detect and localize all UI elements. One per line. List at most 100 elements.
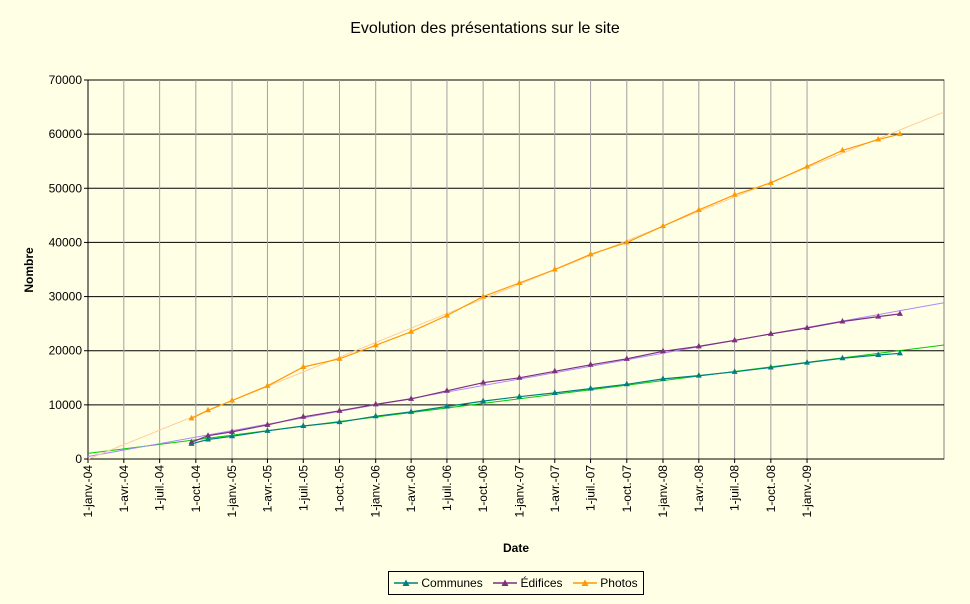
data-point-2 [896,130,903,137]
data-point-1 [300,413,307,419]
series-lines [188,130,903,446]
data-point-0 [695,372,702,378]
x-tick-label: 1-juil.-04 [153,465,167,511]
y-tick-label: 10000 [49,398,83,412]
data-point-2 [731,191,738,197]
data-point-0 [229,432,236,439]
data-point-1 [551,367,558,374]
data-point-1 [516,374,523,380]
data-point-0 [516,393,523,399]
data-point-0 [659,375,666,381]
data-point-1 [480,379,487,385]
data-point-1 [804,324,811,330]
y-tick-label: 0 [75,452,82,466]
data-point-0 [896,349,903,356]
x-tick-label: 1-janv.-04 [81,465,95,518]
legend-label-photos: Photos [600,576,638,590]
data-point-1 [767,330,774,336]
x-tick-label: 1-avr.-07 [548,465,562,513]
data-point-1 [372,400,379,407]
data-point-2 [443,312,450,318]
data-point-2 [372,341,379,348]
legend-marker-communes-icon [394,579,419,586]
x-axis-label: Date [503,541,529,555]
x-tick-label: 1-oct.-08 [764,465,778,513]
data-point-2 [875,136,882,142]
series-line-2 [191,133,901,419]
y-tick-label: 60000 [49,127,83,141]
data-point-1 [587,361,594,367]
data-point-2 [188,414,195,421]
x-tick-label: 1-juil.-07 [584,465,598,511]
data-point-2 [623,238,630,245]
data-point-1 [731,336,738,343]
x-tick-label: 1-janv.-05 [225,465,239,518]
data-point-0 [480,397,487,404]
data-point-1 [875,313,882,319]
x-tick-label: 1-oct.-05 [332,465,346,513]
x-tick-label: 1-avr.-06 [404,465,418,513]
data-point-2 [804,163,811,169]
data-point-2 [300,363,307,369]
x-tick-label: 1-avr.-04 [117,465,131,513]
y-tick-label: 20000 [49,344,83,358]
x-tick-label: 1-avr.-08 [692,465,706,513]
data-point-2 [839,146,846,153]
data-point-1 [408,395,415,401]
series-line-0 [191,352,900,445]
chart-title: Evolution des présentations sur le site [350,20,620,37]
data-point-1 [188,438,195,445]
data-point-0 [443,402,450,409]
data-point-0 [300,422,307,428]
data-point-1 [264,421,271,427]
data-point-1 [443,387,450,393]
legend-label-edifices: Édifices [520,576,563,590]
data-point-1 [205,432,212,438]
data-point-1 [623,355,630,361]
series-line-1 [191,313,900,443]
x-tick-label: 1-juil.-05 [296,465,310,511]
y-tick-label: 30000 [49,290,83,304]
x-tick-label: 1-janv.-09 [800,465,814,518]
y-axis-label: Nombre [22,247,36,293]
legend: Communes Édifices Photos [388,571,644,595]
data-point-0 [731,368,738,374]
data-point-0 [804,359,811,365]
data-point-2 [767,179,774,185]
data-point-1 [336,407,343,413]
x-tick-label: 1-oct.-07 [620,465,634,513]
legend-item-communes: Communes [394,576,483,590]
data-point-0 [767,363,774,370]
data-point-1 [695,342,702,349]
data-point-2 [659,222,666,229]
data-point-0 [205,436,212,442]
data-point-2 [516,279,523,286]
data-point-0 [372,412,379,419]
data-point-1 [229,428,236,434]
x-tick-label: 1-juil.-08 [728,465,742,511]
data-point-1 [659,347,666,354]
data-point-0 [839,354,846,361]
x-tick-label: 1-avr.-05 [260,465,274,513]
plot-area [87,79,945,460]
data-point-0 [336,418,343,425]
y-tick-label: 50000 [49,181,83,195]
data-point-0 [875,351,882,358]
legend-marker-edifices-icon [493,579,518,586]
data-point-1 [896,310,903,316]
data-point-0 [587,385,594,391]
x-tick-label: 1-oct.-04 [189,465,203,513]
y-axis-ticks: 0 10000 20000 30000 40000 50000 60000 70000 [49,73,88,466]
data-point-2 [336,355,343,361]
x-tick-label: 1-janv.-07 [512,465,526,518]
data-point-2 [695,206,702,212]
legend-item-edifices: Édifices [493,576,563,590]
legend-marker-photos-icon [573,579,598,586]
x-tick-label: 1-janv.-06 [369,465,383,518]
data-point-0 [408,408,415,414]
legend-label-communes: Communes [421,576,483,590]
grid [87,79,945,460]
data-point-2 [229,397,236,403]
x-tick-label: 1-janv.-08 [656,465,670,518]
